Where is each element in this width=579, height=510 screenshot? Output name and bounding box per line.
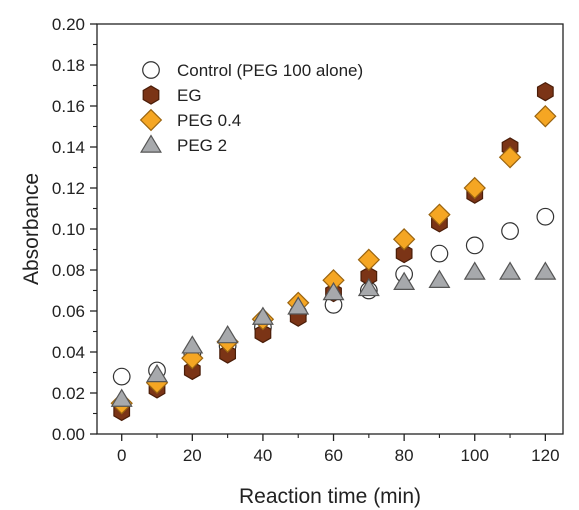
data-point (536, 81, 554, 102)
x-tick-label: 0 (117, 446, 126, 465)
plot-frame (96, 23, 564, 435)
data-point (463, 176, 486, 200)
legend-marker (139, 108, 163, 132)
x-tick-label: 20 (183, 446, 202, 465)
legend-marker (142, 85, 160, 105)
y-tick-label: 0.16 (52, 97, 85, 116)
data-point (498, 146, 522, 169)
x-tick-label: 40 (253, 446, 272, 465)
data-point (146, 363, 168, 383)
data-point (112, 367, 131, 386)
legend-label: EG (177, 86, 202, 105)
series-hexagon (113, 81, 554, 422)
data-point (463, 261, 486, 280)
y-tick-label: 0.20 (52, 15, 85, 34)
legend-label: Control (PEG 100 alone) (177, 61, 363, 80)
legend-marker (142, 61, 160, 79)
data-point (181, 346, 204, 370)
data-point (536, 207, 555, 226)
y-axis-title: Absorbance (20, 173, 43, 285)
data-point (501, 222, 519, 240)
data-point (181, 335, 204, 354)
data-point (534, 105, 557, 128)
data-point (428, 269, 451, 288)
y-tick-label: 0.14 (52, 138, 85, 157)
data-point (322, 281, 345, 301)
y-tick-label: 0.10 (52, 220, 85, 239)
x-tick-label: 100 (461, 446, 489, 465)
data-point (357, 248, 381, 271)
x-tick-label: 80 (395, 446, 414, 465)
data-point (357, 277, 380, 297)
y-tick-label: 0.08 (52, 261, 85, 280)
data-point (183, 360, 201, 381)
data-point (499, 261, 522, 280)
y-tick-label: 0.00 (52, 425, 85, 444)
data-point (110, 388, 133, 407)
data-point (392, 228, 416, 251)
x-tick-label: 120 (531, 446, 559, 465)
data-point (430, 244, 449, 263)
legend-marker (140, 134, 162, 153)
legend: Control (PEG 100 alone) EG PEG 0.4 PEG 2 (139, 61, 363, 155)
series-triangle (110, 261, 557, 407)
data-point (287, 296, 310, 315)
data-point (465, 236, 484, 255)
legend-label: PEG 0.4 (177, 111, 241, 130)
data-point (534, 261, 557, 280)
data-point (393, 271, 416, 290)
data-point (219, 344, 237, 364)
y-tick-label: 0.06 (52, 302, 85, 321)
y-tick-label: 0.02 (52, 384, 85, 403)
x-axis-title: Reaction time (min) (239, 485, 421, 508)
legend-label: PEG 2 (177, 136, 227, 155)
y-tick-label: 0.04 (52, 343, 85, 362)
y-tick-label: 0.12 (52, 179, 85, 198)
x-tick-label: 60 (324, 446, 343, 465)
data-point (428, 203, 451, 226)
axes-layer: 0 20 40 60 80 100 120 0.00 0.02 0.04 0.06 0.08 0.10 0… (52, 15, 564, 465)
data-point (254, 323, 272, 344)
data-point (395, 243, 413, 264)
data-point (216, 324, 239, 344)
points-layer (110, 81, 557, 422)
data-point (251, 306, 274, 325)
y-tick-label: 0.18 (52, 56, 85, 75)
